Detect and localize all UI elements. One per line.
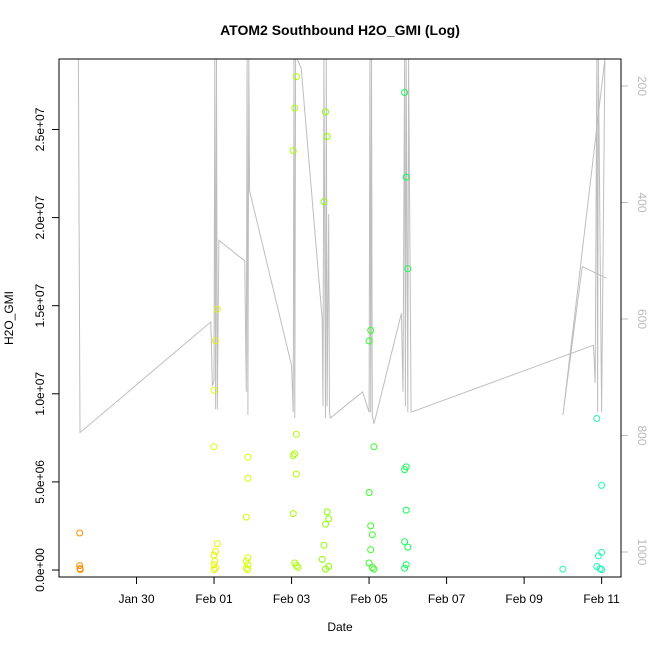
- pressure-profile-layer: [77, 58, 607, 434]
- data-point: [370, 565, 378, 573]
- data-point: [367, 546, 375, 554]
- data-point: [210, 386, 218, 394]
- data-point: [210, 443, 218, 451]
- data-point: [596, 565, 604, 573]
- data-point: [210, 551, 218, 559]
- y-tick-label: 1.0e+07: [33, 372, 47, 416]
- y-tick-label: 1.5e+07: [33, 284, 47, 328]
- data-point: [213, 305, 221, 313]
- y2-tick-label: 200: [635, 76, 649, 96]
- data-point: [210, 566, 218, 574]
- data-point: [404, 265, 412, 273]
- data-point: [370, 443, 378, 451]
- data-point: [367, 522, 375, 530]
- data-point: [292, 470, 300, 478]
- data-point: [212, 337, 220, 345]
- data-point: [244, 561, 252, 569]
- y2-tick-label: 600: [635, 309, 649, 329]
- x-axis-label: Date: [327, 620, 353, 634]
- data-point: [292, 430, 300, 438]
- data-point: [244, 474, 252, 482]
- data-point: [404, 543, 412, 551]
- data-point: [320, 198, 328, 206]
- data-point: [401, 564, 409, 572]
- data-point: [242, 564, 250, 572]
- data-point: [212, 564, 220, 572]
- data-point: [212, 548, 220, 555]
- data-point: [322, 565, 329, 573]
- data-point: [242, 513, 250, 521]
- data-point: [291, 104, 299, 112]
- data-point: [76, 566, 84, 573]
- plot-frame: [58, 58, 622, 578]
- data-point: [402, 506, 410, 514]
- data-point: [318, 555, 326, 563]
- x-tick-label: Feb 07: [428, 592, 466, 606]
- data-point: [401, 466, 409, 474]
- x-tick-label: Feb 05: [350, 592, 388, 606]
- data-point: [244, 554, 252, 562]
- data-point: [210, 561, 218, 569]
- data-point: [292, 73, 300, 81]
- data-point: [244, 453, 252, 461]
- axes-layer: Jan 30 Feb 01 Feb 03 Feb 05 Feb 07 Feb 09 Feb …: [33, 76, 649, 606]
- data-point: [368, 563, 376, 571]
- data-point: [325, 515, 333, 523]
- data-point: [365, 337, 373, 345]
- data-point: [76, 562, 84, 570]
- data-point: [294, 563, 302, 571]
- data-point: [213, 540, 221, 548]
- data-point: [323, 508, 331, 516]
- data-point: [367, 326, 375, 334]
- data-point: [401, 538, 409, 546]
- data-point: [365, 489, 373, 496]
- data-point: [402, 561, 410, 569]
- data-point: [598, 481, 606, 489]
- data-point: [593, 415, 601, 422]
- pressure-profile-line: [77, 58, 607, 434]
- data-point: [244, 566, 252, 573]
- x-tick-label: Feb 09: [505, 592, 543, 606]
- y2-tick-label: 800: [635, 425, 649, 445]
- data-point: [320, 541, 328, 549]
- data-point: [322, 108, 329, 116]
- y-axis-label: H2O_GMI: [2, 291, 16, 345]
- data-point: [291, 450, 299, 458]
- x-tick-label: Jan 30: [119, 592, 155, 606]
- data-point: [559, 565, 567, 573]
- data-point: [368, 531, 376, 539]
- x-tick-label: Feb 01: [195, 592, 233, 606]
- x-tick-label: Feb 03: [273, 592, 311, 606]
- y-tick-label: 2.0e+07: [33, 195, 47, 239]
- data-point: [76, 529, 84, 537]
- data-point: [289, 510, 297, 518]
- chart-title: ATOM2 Southbound H2O_GMI (Log): [220, 22, 460, 38]
- data-point: [292, 562, 300, 570]
- data-point: [402, 173, 410, 181]
- x-tick-label: Feb 11: [583, 592, 620, 606]
- data-point: [322, 520, 329, 528]
- y-tick-label: 2.5e+07: [33, 107, 47, 151]
- data-point: [401, 89, 409, 96]
- data-point: [598, 566, 606, 574]
- data-point: [242, 557, 250, 565]
- y-tick-label: 5.0e+06: [33, 460, 47, 504]
- data-point: [289, 147, 297, 155]
- y2-tick-label: 400: [635, 192, 649, 212]
- data-points-layer: [76, 73, 606, 574]
- data-point: [211, 557, 219, 565]
- data-point: [323, 133, 331, 140]
- y-tick-label: 0.0e+00: [33, 548, 47, 592]
- data-point: [594, 552, 602, 560]
- data-point: [289, 452, 297, 459]
- y2-tick-label: 1000: [635, 539, 649, 566]
